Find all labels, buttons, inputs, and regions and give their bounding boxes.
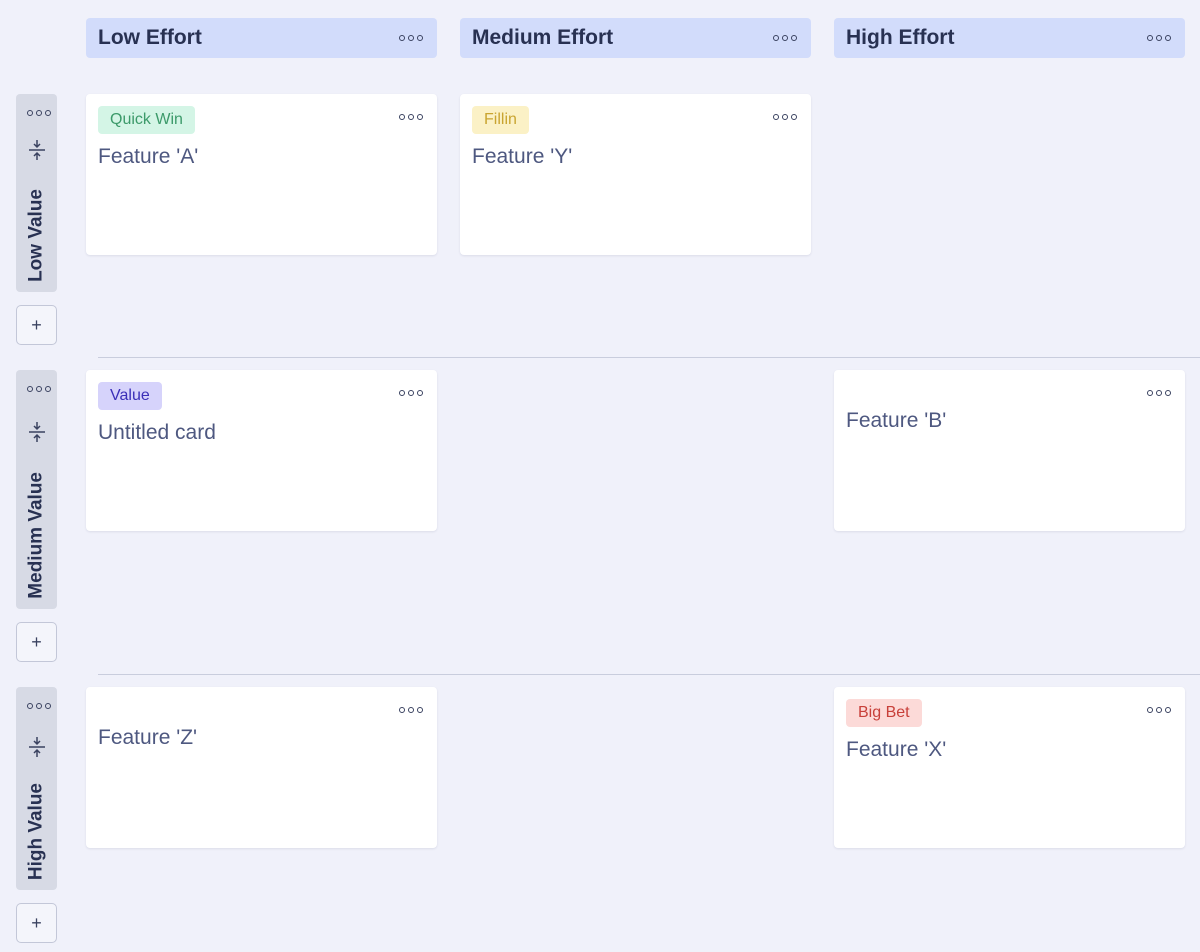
- more-options-icon[interactable]: [25, 108, 53, 118]
- add-card-button[interactable]: +: [16, 903, 57, 943]
- row-header-low-value[interactable]: Low Value: [16, 94, 57, 292]
- column-title: Low Effort: [98, 26, 202, 49]
- collapse-icon[interactable]: [28, 735, 46, 759]
- tag-value: Value: [98, 382, 162, 410]
- row-title: Medium Value: [25, 472, 47, 599]
- add-card-button[interactable]: +: [16, 622, 57, 662]
- column-title: Medium Effort: [472, 26, 614, 49]
- tag-big-bet: Big Bet: [846, 699, 922, 727]
- card-title: Untitled card: [98, 421, 216, 444]
- card-title: Feature 'A': [98, 145, 199, 168]
- card-feature-x[interactable]: Big Bet Feature 'X': [834, 687, 1185, 848]
- card-untitled[interactable]: Value Untitled card: [86, 370, 437, 531]
- more-options-icon[interactable]: [397, 388, 425, 398]
- collapse-icon[interactable]: [28, 420, 46, 444]
- more-options-icon[interactable]: [1145, 705, 1173, 715]
- more-options-icon[interactable]: [25, 384, 53, 394]
- more-options-icon[interactable]: [397, 31, 425, 45]
- column-header-medium-effort[interactable]: Medium Effort: [460, 18, 811, 58]
- row-divider: [98, 357, 1200, 358]
- add-card-button[interactable]: +: [16, 305, 57, 345]
- row-title: Low Value: [25, 189, 47, 282]
- row-divider: [98, 674, 1200, 675]
- more-options-icon[interactable]: [25, 701, 53, 711]
- card-feature-b[interactable]: Feature 'B': [834, 370, 1185, 531]
- row-title: High Value: [25, 782, 47, 880]
- card-title: Feature 'B': [846, 409, 947, 432]
- more-options-icon[interactable]: [771, 31, 799, 45]
- tag-fillin: Fillin: [472, 106, 529, 134]
- card-feature-y[interactable]: Fillin Feature 'Y': [460, 94, 811, 255]
- more-options-icon[interactable]: [1145, 388, 1173, 398]
- more-options-icon[interactable]: [397, 112, 425, 122]
- collapse-icon[interactable]: [28, 138, 46, 162]
- card-title: Feature 'Y': [472, 145, 573, 168]
- card-title: Feature 'X': [846, 738, 947, 761]
- more-options-icon[interactable]: [397, 705, 425, 715]
- card-title: Feature 'Z': [98, 726, 198, 749]
- row-header-high-value[interactable]: High Value: [16, 687, 57, 890]
- more-options-icon[interactable]: [1145, 31, 1173, 45]
- tag-quick-win: Quick Win: [98, 106, 195, 134]
- card-feature-z[interactable]: Feature 'Z': [86, 687, 437, 848]
- column-header-low-effort[interactable]: Low Effort: [86, 18, 437, 58]
- column-header-high-effort[interactable]: High Effort: [834, 18, 1185, 58]
- card-feature-a[interactable]: Quick Win Feature 'A': [86, 94, 437, 255]
- column-title: High Effort: [846, 26, 955, 49]
- more-options-icon[interactable]: [771, 112, 799, 122]
- row-header-medium-value[interactable]: Medium Value: [16, 370, 57, 609]
